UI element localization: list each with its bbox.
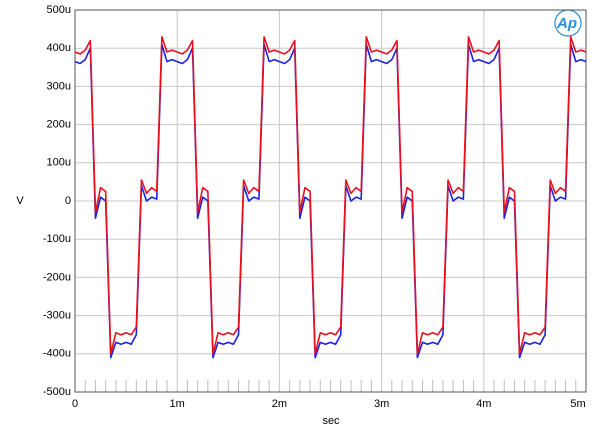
y-tick-label: 100u — [47, 157, 71, 169]
y-tick-label: 500u — [47, 4, 71, 16]
logo: Ap — [556, 15, 577, 32]
x-tick-label: 1m — [170, 398, 185, 410]
x-tick-label: 0 — [72, 398, 78, 410]
y-axis-label: V — [16, 195, 24, 207]
plot-frame — [74, 9, 587, 393]
y-tick-label: 0 — [65, 195, 71, 207]
y-tick-label: 300u — [47, 80, 71, 92]
y-tick-label: 200u — [47, 119, 71, 131]
x-tick-label: 5m — [570, 398, 585, 410]
x-tick-label: 4m — [476, 398, 491, 410]
x-tick-label: 3m — [374, 398, 389, 410]
x-tick-label: 2m — [272, 398, 287, 410]
y-tick-label: -200u — [43, 271, 71, 283]
y-tick-label: 400u — [47, 42, 71, 54]
y-tick-label: -100u — [43, 233, 71, 245]
series-line — [74, 35, 587, 355]
y-tick-label: -300u — [43, 310, 71, 322]
y-tick-label: -500u — [43, 386, 71, 398]
x-axis-label: sec — [322, 415, 340, 427]
y-tick-label: -400u — [43, 348, 71, 360]
